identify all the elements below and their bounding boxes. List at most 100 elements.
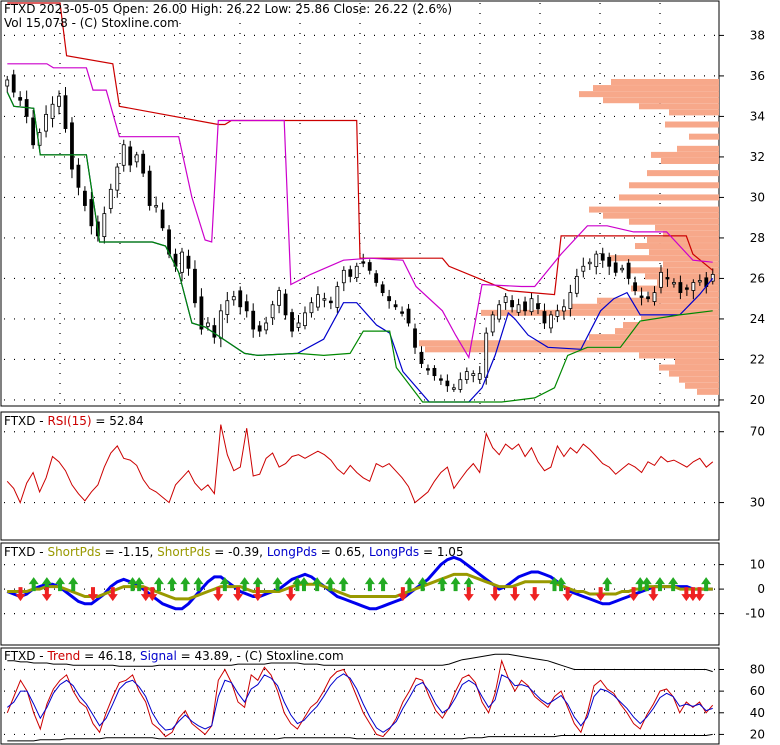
volume-profile-bar (663, 261, 719, 268)
price-bar-body (128, 146, 133, 166)
y-tick-label: 30 (750, 496, 765, 510)
price-bar-body (264, 322, 269, 331)
up-arrow-icon (312, 577, 323, 592)
price-bar-body (367, 262, 372, 271)
up-arrow-icon (153, 577, 164, 592)
series-line (6, 659, 714, 738)
price-bar-body (516, 304, 521, 313)
up-arrow-icon (549, 577, 560, 592)
macd-label-4: LongPds (369, 545, 419, 559)
rsi-panel-frame (0, 411, 720, 541)
down-arrow-icon (562, 587, 573, 602)
price-bar-body (121, 144, 126, 166)
price-bar-body (290, 312, 294, 332)
y-tick-label: 32 (750, 150, 765, 164)
price-bar-body (380, 284, 385, 294)
trend-label: Trend (46, 649, 80, 663)
price-bar-body (387, 296, 392, 302)
price-bar-body (561, 306, 566, 312)
price-bar-body (154, 205, 159, 208)
volume-profile-bar (593, 85, 719, 92)
up-arrow-icon (28, 577, 39, 592)
down-arrow-icon (88, 587, 98, 602)
price-bar-body (426, 368, 430, 371)
up-arrow-icon (654, 577, 665, 592)
up-arrow-icon (68, 577, 79, 592)
price-bar-body (231, 296, 236, 301)
price-bar-body (134, 154, 139, 163)
y-tick-label: 30 (750, 190, 765, 204)
volume-profile-bar (589, 334, 719, 341)
volume-profile-bar (589, 206, 719, 213)
series-line (6, 555, 713, 611)
y-tick-label: 36 (750, 69, 765, 83)
price-bar-body (626, 262, 631, 279)
up-arrow-icon (450, 577, 461, 592)
volume-profile-bar (611, 78, 719, 85)
macd-header: FTXD - ShortPds = -1.15, ShortPds = -0.3… (4, 545, 464, 559)
price-bar-body (303, 312, 307, 327)
price-bar-body (141, 153, 146, 174)
series-line (7, 572, 713, 601)
up-arrow-icon (292, 577, 303, 592)
price-bar-body (102, 213, 107, 238)
signal-label: Signal (140, 649, 177, 663)
up-arrow-icon (668, 577, 679, 592)
price-bar-body (76, 164, 81, 188)
price-bar-body (238, 290, 243, 308)
price-bar-body (70, 122, 74, 170)
up-arrow-icon (167, 577, 178, 592)
volume-profile-bar (679, 376, 719, 383)
y-tick-label: 10 (750, 558, 765, 572)
price-bar-body (555, 310, 560, 317)
price-bar-body (11, 74, 16, 93)
price-bar-body (180, 251, 184, 273)
price-bar-body (348, 269, 353, 277)
price-bar-body (439, 378, 443, 381)
up-arrow-icon (635, 577, 646, 592)
y-tick-label: 34 (750, 109, 765, 123)
volume-profile-bar (657, 279, 719, 286)
up-arrow-icon (252, 577, 263, 592)
trend-value: = 46.18, (80, 649, 140, 663)
price-bar-body (633, 282, 637, 291)
macd-label-2: ShortPds (157, 545, 210, 559)
price-bar-body (89, 199, 94, 227)
volume-profile-bar (659, 364, 719, 371)
price-bar-body (691, 282, 696, 291)
up-arrow-icon (41, 577, 52, 592)
up-arrow-icon (298, 577, 309, 592)
price-bar-body (147, 170, 152, 206)
price-bar-body (251, 310, 256, 330)
price-bar-body (63, 95, 68, 129)
price-bar-body (574, 276, 579, 294)
volume-profile-bar (629, 267, 719, 274)
volume-profile-bar (629, 218, 719, 225)
up-arrow-icon (134, 577, 145, 592)
trend-credit: - (C) Stoxline.com (237, 649, 344, 663)
price-bar-body (50, 103, 55, 119)
channel-line-lower_green (6, 91, 713, 403)
y-tick-label: 70 (750, 425, 765, 439)
price-bar-body (316, 294, 320, 308)
price-bar-body (205, 322, 210, 327)
price-bars (5, 69, 715, 393)
y-tick-label: 40 (750, 706, 765, 720)
volume-profile-bar (689, 133, 719, 140)
volume-profile-bar (663, 230, 719, 237)
price-bar-body (393, 304, 398, 308)
volume-profile-bar (571, 303, 719, 310)
price-bar-body (108, 188, 113, 209)
volume-profile-bar (597, 297, 719, 304)
rsi-lines (6, 424, 714, 504)
macd-value-2: = -0.39, (210, 545, 266, 559)
down-arrow-icon (490, 587, 501, 602)
y-tick-label: -10 (745, 607, 765, 621)
price-bar-body (115, 166, 120, 191)
price-bar-body (322, 298, 327, 301)
volume-profile-bar (669, 370, 719, 377)
volume-profile-bar (641, 315, 719, 322)
up-arrow-icon (437, 577, 448, 592)
price-bar-body (341, 269, 346, 284)
y-tick-label: 22 (750, 352, 765, 366)
